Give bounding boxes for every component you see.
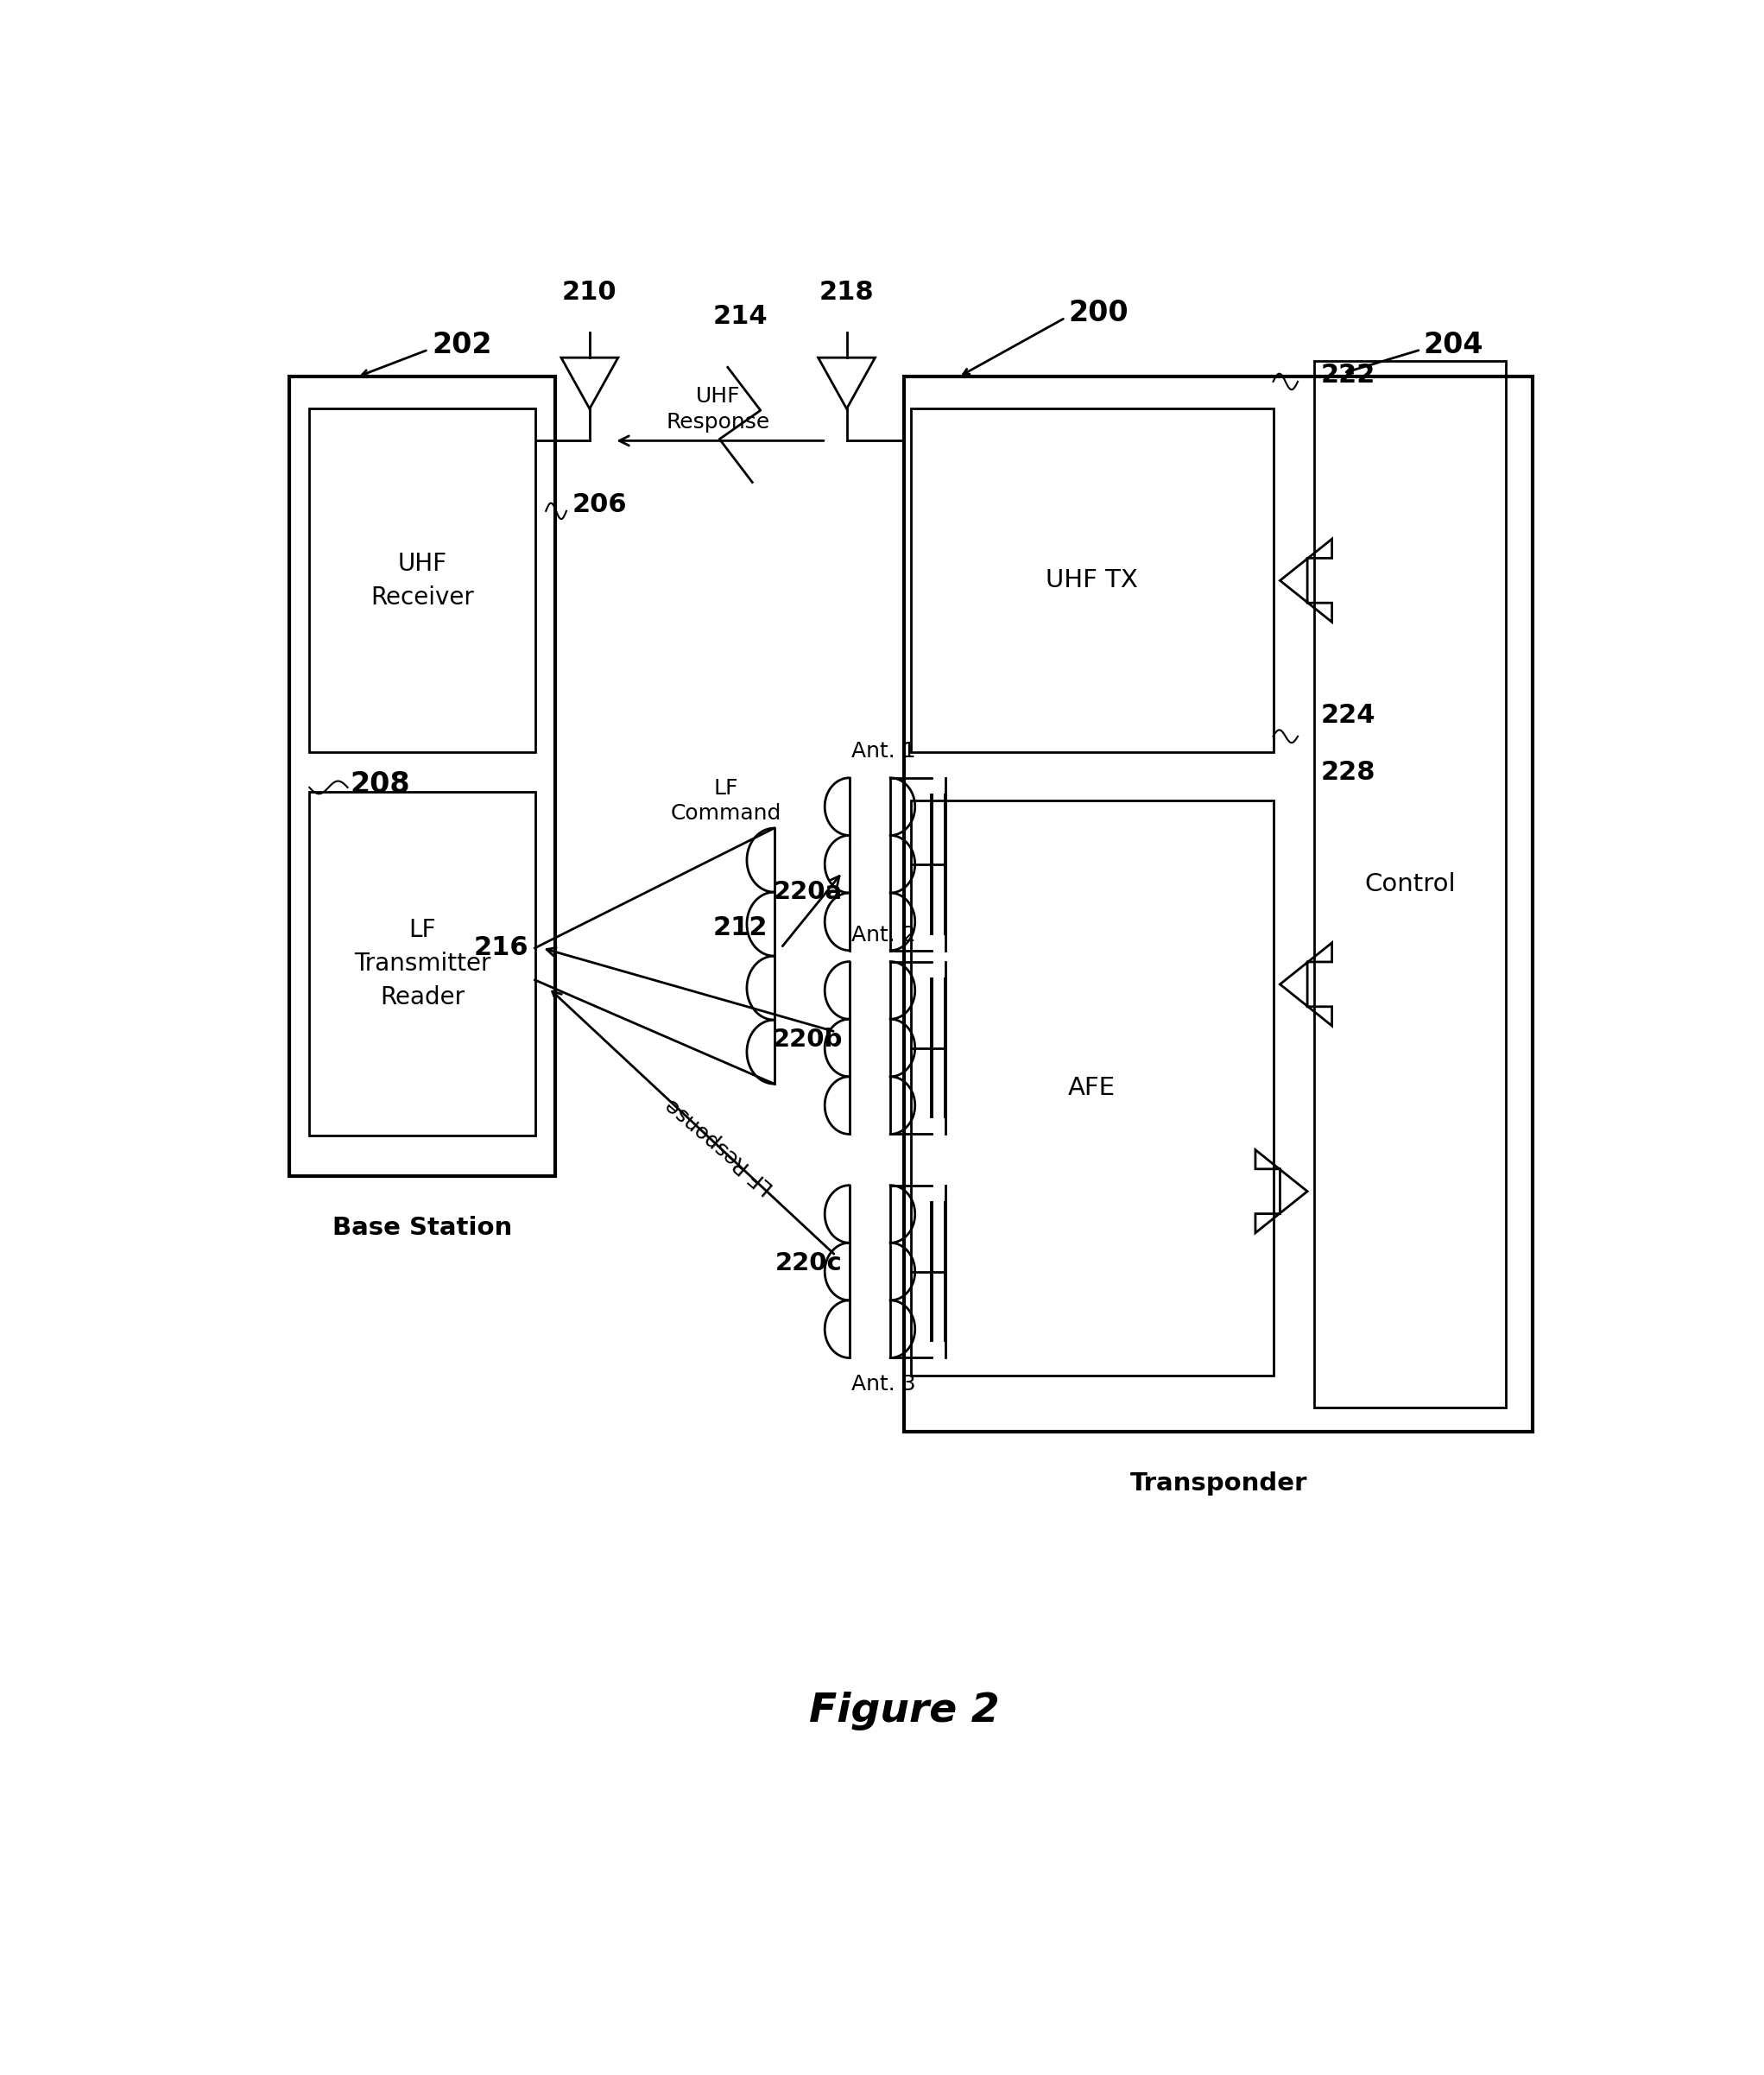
Text: 220c: 220c bbox=[776, 1251, 843, 1276]
Text: 220b: 220b bbox=[773, 1027, 843, 1052]
Text: Figure 2: Figure 2 bbox=[810, 1691, 998, 1731]
Bar bbox=[1314, 361, 1506, 1407]
Text: 218: 218 bbox=[818, 280, 875, 305]
Bar bbox=[309, 409, 534, 753]
Text: LF
Transmitter
Reader: LF Transmitter Reader bbox=[355, 919, 490, 1011]
Text: Ant. 2: Ant. 2 bbox=[852, 925, 916, 946]
Text: 224: 224 bbox=[1321, 703, 1376, 728]
Bar bbox=[910, 409, 1274, 753]
Text: Ant. 3: Ant. 3 bbox=[852, 1374, 916, 1394]
Text: 216: 216 bbox=[473, 936, 527, 961]
Text: UHF TX: UHF TX bbox=[1046, 569, 1138, 593]
Text: Control: Control bbox=[1364, 872, 1455, 896]
Text: UHF
Receiver: UHF Receiver bbox=[370, 552, 475, 610]
Text: 208: 208 bbox=[351, 770, 411, 799]
Text: LF
Command: LF Command bbox=[670, 778, 781, 824]
Text: 206: 206 bbox=[572, 492, 626, 517]
Text: LF Response: LF Response bbox=[662, 1094, 778, 1197]
Text: Base Station: Base Station bbox=[332, 1216, 512, 1241]
Text: AFE: AFE bbox=[1069, 1075, 1117, 1100]
Text: 202: 202 bbox=[432, 330, 492, 359]
Text: 210: 210 bbox=[563, 280, 617, 305]
Text: 200: 200 bbox=[1069, 299, 1129, 328]
Text: 212: 212 bbox=[713, 915, 767, 940]
Bar bbox=[309, 793, 534, 1135]
Bar bbox=[903, 378, 1533, 1432]
Bar bbox=[910, 801, 1274, 1376]
Text: 228: 228 bbox=[1321, 759, 1376, 784]
Text: Ant. 1: Ant. 1 bbox=[852, 741, 916, 762]
Text: 222: 222 bbox=[1321, 363, 1376, 388]
Text: 214: 214 bbox=[713, 303, 767, 328]
Bar bbox=[289, 378, 556, 1177]
Text: Transponder: Transponder bbox=[1129, 1471, 1307, 1496]
Text: UHF
Response: UHF Response bbox=[667, 386, 771, 434]
Text: 220a: 220a bbox=[773, 880, 843, 905]
Text: 204: 204 bbox=[1424, 330, 1484, 359]
